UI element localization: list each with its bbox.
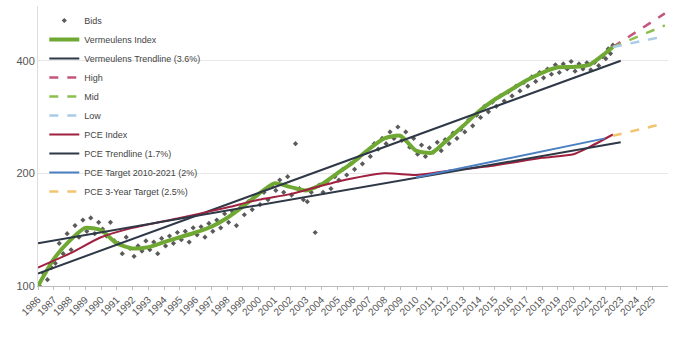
svg-text:PCE 3-Year Target (2.5%): PCE 3-Year Target (2.5%) — [84, 187, 188, 197]
svg-text:2000: 2000 — [240, 294, 264, 318]
svg-text:2015: 2015 — [476, 294, 500, 318]
svg-text:1996: 1996 — [177, 294, 201, 318]
svg-text:2011: 2011 — [414, 294, 437, 317]
svg-text:2012: 2012 — [429, 294, 453, 318]
svg-text:2021: 2021 — [571, 294, 595, 318]
svg-text:Mid: Mid — [84, 92, 99, 102]
svg-text:1991: 1991 — [98, 294, 122, 318]
svg-text:Low: Low — [84, 111, 101, 121]
svg-text:1992: 1992 — [114, 294, 138, 318]
svg-text:1988: 1988 — [51, 294, 75, 318]
svg-text:2005: 2005 — [319, 294, 343, 318]
svg-text:1997: 1997 — [193, 294, 217, 318]
svg-text:1990: 1990 — [82, 294, 106, 318]
svg-text:2023: 2023 — [602, 294, 626, 318]
svg-text:2022: 2022 — [586, 294, 610, 318]
svg-text:PCE Trendline (1.7%): PCE Trendline (1.7%) — [84, 149, 171, 159]
svg-text:PCE Target 2010-2021 (2%): PCE Target 2010-2021 (2%) — [84, 168, 197, 178]
svg-text:2004: 2004 — [303, 294, 327, 318]
svg-text:High: High — [84, 73, 103, 83]
svg-text:1994: 1994 — [145, 294, 169, 318]
svg-text:PCE Index: PCE Index — [84, 130, 128, 140]
svg-text:2007: 2007 — [350, 294, 374, 318]
svg-text:1999: 1999 — [224, 294, 248, 318]
svg-text:1986: 1986 — [19, 294, 43, 318]
svg-text:2016: 2016 — [492, 294, 516, 318]
svg-text:100: 100 — [16, 280, 34, 292]
svg-text:1989: 1989 — [67, 294, 91, 318]
svg-text:2003: 2003 — [287, 294, 311, 318]
svg-text:Bids: Bids — [84, 16, 102, 26]
svg-text:Vermeulens Index: Vermeulens Index — [84, 35, 157, 45]
svg-text:Vermeulens Trendline (3.6%): Vermeulens Trendline (3.6%) — [84, 54, 200, 64]
svg-text:1998: 1998 — [208, 294, 232, 318]
svg-text:1987: 1987 — [35, 294, 59, 318]
svg-text:2010: 2010 — [397, 294, 421, 318]
svg-text:2024: 2024 — [618, 294, 642, 318]
svg-text:2025: 2025 — [634, 294, 658, 318]
svg-text:200: 200 — [16, 167, 34, 179]
svg-text:2020: 2020 — [555, 294, 579, 318]
svg-text:2009: 2009 — [382, 294, 406, 318]
svg-text:2002: 2002 — [271, 294, 295, 318]
svg-text:1993: 1993 — [130, 294, 154, 318]
svg-text:2017: 2017 — [508, 294, 532, 318]
svg-text:2013: 2013 — [445, 294, 469, 318]
svg-text:2014: 2014 — [460, 294, 484, 318]
svg-text:2006: 2006 — [334, 294, 358, 318]
svg-text:2018: 2018 — [523, 294, 547, 318]
svg-text:2001: 2001 — [256, 294, 280, 318]
svg-text:2019: 2019 — [539, 294, 563, 318]
svg-text:2008: 2008 — [366, 294, 390, 318]
svg-text:1995: 1995 — [161, 294, 185, 318]
svg-text:400: 400 — [16, 55, 34, 67]
